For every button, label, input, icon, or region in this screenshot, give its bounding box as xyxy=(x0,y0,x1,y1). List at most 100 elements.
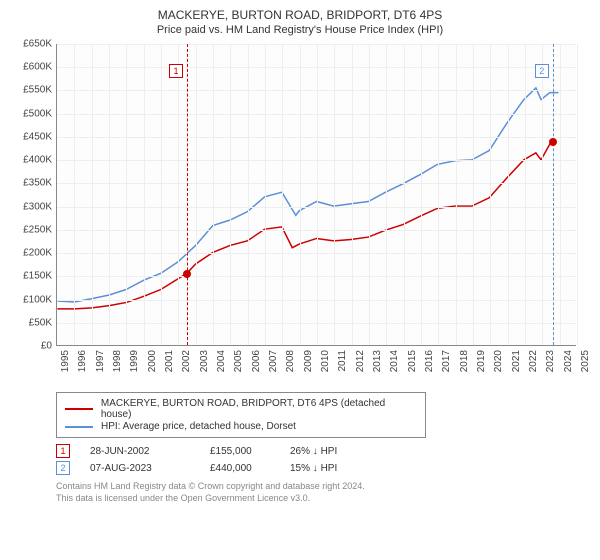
ref-table-date: 07-AUG-2023 xyxy=(90,463,210,474)
x-axis-tick: 1997 xyxy=(95,350,106,372)
series-line xyxy=(57,141,551,309)
y-axis-tick: £100K xyxy=(12,294,52,305)
gridline-vertical xyxy=(265,44,266,345)
legend-item: MACKERYE, BURTON ROAD, BRIDPORT, DT6 4PS… xyxy=(65,398,417,420)
y-axis-tick: £500K xyxy=(12,108,52,119)
ref-table-delta: 15% ↓ HPI xyxy=(290,463,390,474)
legend-swatch xyxy=(65,408,93,410)
legend-swatch xyxy=(65,426,93,428)
gridline-vertical xyxy=(74,44,75,345)
ref-table-date: 28-JUN-2002 xyxy=(90,446,210,457)
gridline-vertical xyxy=(490,44,491,345)
x-axis-tick: 2017 xyxy=(441,350,452,372)
ref-table-box: 1 xyxy=(56,444,70,458)
ref-table-row: 2 07-AUG-2023£440,00015% ↓ HPI xyxy=(56,461,588,475)
y-axis-tick: £400K xyxy=(12,155,52,166)
x-axis-tick: 2004 xyxy=(216,350,227,372)
x-axis-tick: 2012 xyxy=(355,350,366,372)
x-axis-tick: 2005 xyxy=(233,350,244,372)
y-axis-tick: £300K xyxy=(12,201,52,212)
x-axis-tick: 1995 xyxy=(60,350,71,372)
gridline-vertical xyxy=(92,44,93,345)
ref-table-box: 2 xyxy=(56,461,70,475)
x-axis-tick: 2014 xyxy=(389,350,400,372)
gridline-vertical xyxy=(560,44,561,345)
y-axis-tick: £200K xyxy=(12,248,52,259)
gridline-vertical xyxy=(421,44,422,345)
y-axis-tick: £650K xyxy=(12,39,52,50)
gridline-vertical xyxy=(456,44,457,345)
chart-subtitle: Price paid vs. HM Land Registry's House … xyxy=(12,24,588,36)
gridline-vertical xyxy=(230,44,231,345)
legend-label: HPI: Average price, detached house, Dors… xyxy=(101,421,296,432)
x-axis-tick: 2003 xyxy=(199,350,210,372)
footer-line-2: This data is licensed under the Open Gov… xyxy=(56,493,588,505)
reference-line xyxy=(553,44,554,345)
gridline-vertical xyxy=(317,44,318,345)
ref-table-row: 1 28-JUN-2002£155,00026% ↓ HPI xyxy=(56,444,588,458)
gridline-vertical xyxy=(473,44,474,345)
chart-area: 12 £0£50K£100K£150K£200K£250K£300K£350K£… xyxy=(12,40,588,388)
series-line xyxy=(57,88,558,302)
gridline-vertical xyxy=(178,44,179,345)
x-axis-tick: 2006 xyxy=(251,350,262,372)
x-axis-tick: 2007 xyxy=(268,350,279,372)
ref-table-price: £155,000 xyxy=(210,446,290,457)
gridline-vertical xyxy=(404,44,405,345)
gridline-vertical xyxy=(508,44,509,345)
gridline-vertical xyxy=(300,44,301,345)
y-axis-tick: £250K xyxy=(12,224,52,235)
y-axis-tick: £50K xyxy=(12,317,52,328)
x-axis-tick: 2015 xyxy=(407,350,418,372)
y-axis-tick: £450K xyxy=(12,131,52,142)
x-axis-tick: 2018 xyxy=(459,350,470,372)
x-axis-tick: 2010 xyxy=(320,350,331,372)
gridline-vertical xyxy=(334,44,335,345)
plot-region: 12 xyxy=(56,44,576,346)
x-axis-tick: 2023 xyxy=(545,350,556,372)
x-axis-tick: 2016 xyxy=(424,350,435,372)
y-axis-tick: £0 xyxy=(12,341,52,352)
x-axis-tick: 2011 xyxy=(337,350,348,372)
y-axis-tick: £600K xyxy=(12,62,52,73)
gridline-vertical xyxy=(144,44,145,345)
x-axis-tick: 2013 xyxy=(372,350,383,372)
gridline-vertical xyxy=(386,44,387,345)
gridline-vertical xyxy=(282,44,283,345)
ref-table-price: £440,000 xyxy=(210,463,290,474)
legend-label: MACKERYE, BURTON ROAD, BRIDPORT, DT6 4PS… xyxy=(101,398,417,420)
x-axis-tick: 2002 xyxy=(181,350,192,372)
x-axis-tick: 1999 xyxy=(129,350,140,372)
y-axis-tick: £550K xyxy=(12,85,52,96)
chart-title: MACKERYE, BURTON ROAD, BRIDPORT, DT6 4PS xyxy=(12,8,588,22)
gridline-vertical xyxy=(126,44,127,345)
reference-label-box: 1 xyxy=(169,64,183,78)
x-axis-tick: 2001 xyxy=(164,350,175,372)
x-axis-tick: 2019 xyxy=(476,350,487,372)
reference-table: 1 28-JUN-2002£155,00026% ↓ HPI 2 07-AUG-202… xyxy=(56,444,588,475)
x-axis-tick: 2009 xyxy=(303,350,314,372)
ref-table-delta: 26% ↓ HPI xyxy=(290,446,390,457)
reference-label-box: 2 xyxy=(535,64,549,78)
chart-container: MACKERYE, BURTON ROAD, BRIDPORT, DT6 4PS… xyxy=(0,0,600,560)
x-axis-tick: 2021 xyxy=(511,350,522,372)
legend-box: MACKERYE, BURTON ROAD, BRIDPORT, DT6 4PS… xyxy=(56,392,426,438)
gridline-vertical xyxy=(525,44,526,345)
gridline-vertical xyxy=(352,44,353,345)
x-axis-tick: 2008 xyxy=(285,350,296,372)
gridline-vertical xyxy=(213,44,214,345)
legend-item: HPI: Average price, detached house, Dors… xyxy=(65,421,417,432)
x-axis-tick: 1996 xyxy=(77,350,88,372)
reference-line xyxy=(187,44,188,345)
footer-attribution: Contains HM Land Registry data © Crown c… xyxy=(56,481,588,504)
gridline-vertical xyxy=(369,44,370,345)
x-axis-tick: 1998 xyxy=(112,350,123,372)
gridline-vertical xyxy=(577,44,578,345)
gridline-vertical xyxy=(438,44,439,345)
x-axis-tick: 2000 xyxy=(147,350,158,372)
gridline-vertical xyxy=(542,44,543,345)
title-block: MACKERYE, BURTON ROAD, BRIDPORT, DT6 4PS… xyxy=(12,8,588,36)
y-axis-tick: £150K xyxy=(12,271,52,282)
x-axis-tick: 2022 xyxy=(528,350,539,372)
x-axis-tick: 2024 xyxy=(563,350,574,372)
